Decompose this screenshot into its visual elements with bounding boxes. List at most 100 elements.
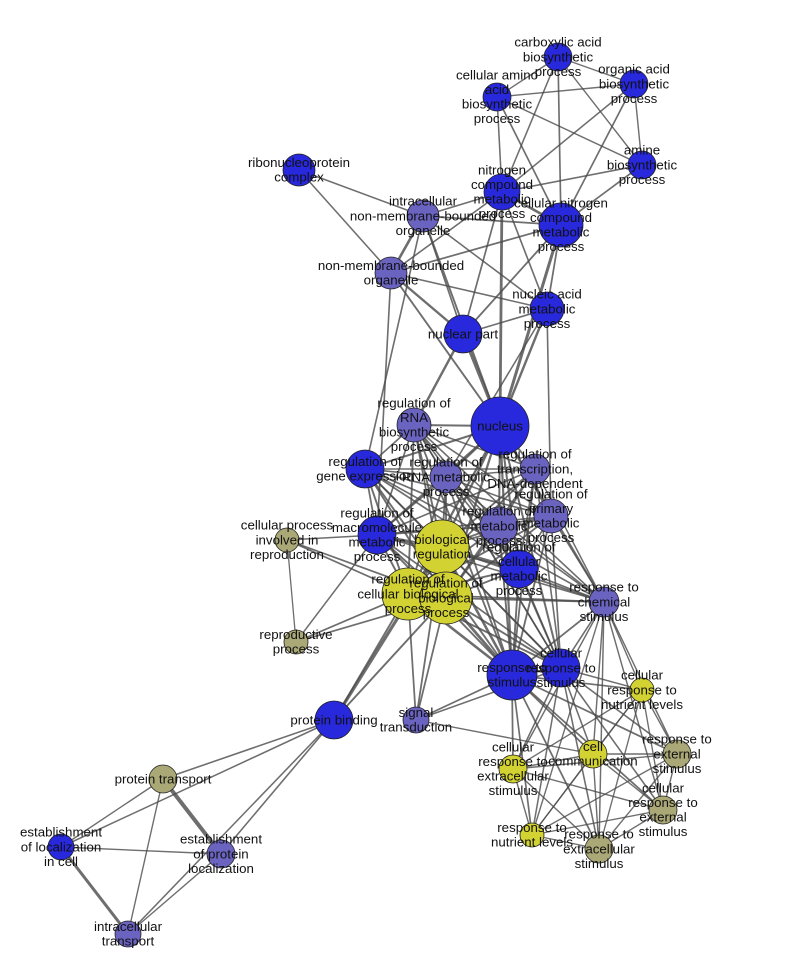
svg-text:cellular: cellular [498, 554, 541, 569]
svg-text:compound: compound [471, 177, 533, 192]
svg-text:response to: response to [564, 827, 633, 842]
svg-text:amine: amine [624, 143, 660, 158]
svg-text:nucleic acid: nucleic acid [512, 287, 581, 302]
svg-text:metabolic: metabolic [533, 225, 590, 240]
svg-text:transduction: transduction [380, 720, 452, 735]
svg-text:chemical: chemical [578, 594, 631, 609]
svg-text:biosynthetic: biosynthetic [523, 49, 594, 64]
svg-text:cellular process: cellular process [241, 518, 334, 533]
svg-text:macromolecule: macromolecule [332, 520, 422, 535]
svg-text:biosynthetic: biosynthetic [462, 97, 533, 112]
svg-text:process: process [619, 172, 666, 187]
svg-text:response to: response to [478, 754, 547, 769]
svg-text:establishment: establishment [180, 832, 262, 847]
svg-text:biosynthetic: biosynthetic [379, 425, 450, 440]
svg-text:localization: localization [188, 861, 254, 876]
svg-text:extracellular: extracellular [477, 769, 549, 784]
svg-text:stimulus: stimulus [575, 856, 624, 871]
svg-text:process: process [391, 439, 438, 454]
svg-text:response to: response to [569, 580, 638, 595]
svg-text:nucleus: nucleus [477, 418, 523, 433]
svg-text:stimulus: stimulus [489, 783, 538, 798]
svg-text:RNA metabolic: RNA metabolic [402, 469, 490, 484]
svg-text:nutrient levels: nutrient levels [601, 697, 683, 712]
svg-text:biological: biological [414, 532, 469, 547]
svg-text:process: process [423, 605, 470, 620]
svg-text:in cell: in cell [44, 854, 78, 869]
svg-text:nitrogen: nitrogen [478, 162, 526, 177]
svg-text:cellular nitrogen: cellular nitrogen [514, 195, 608, 210]
svg-text:stimulus: stimulus [639, 824, 688, 839]
svg-text:acid: acid [485, 82, 509, 97]
svg-text:biosynthetic: biosynthetic [599, 76, 670, 91]
svg-text:regulation of: regulation of [409, 576, 482, 591]
svg-text:process: process [423, 484, 470, 499]
svg-text:cellular: cellular [540, 646, 583, 661]
svg-text:nuclear part: nuclear part [428, 326, 499, 341]
svg-text:of protein: of protein [193, 846, 248, 861]
svg-text:organelle: organelle [364, 273, 419, 288]
svg-text:signal: signal [399, 705, 434, 720]
svg-text:metabolic: metabolic [471, 518, 528, 533]
svg-text:cellular amino: cellular amino [456, 67, 538, 82]
svg-text:cellular: cellular [492, 739, 535, 754]
svg-text:external: external [639, 810, 686, 825]
svg-text:stimulus: stimulus [653, 761, 702, 776]
svg-text:response to: response to [628, 795, 697, 810]
svg-text:organelle: organelle [396, 223, 451, 238]
svg-text:carboxylic acid: carboxylic acid [514, 35, 601, 50]
svg-text:nutrient levels: nutrient levels [491, 835, 573, 850]
svg-text:process: process [474, 111, 521, 126]
svg-text:cellular: cellular [621, 668, 664, 683]
svg-text:response to: response to [607, 682, 676, 697]
svg-text:stimulus: stimulus [580, 609, 629, 624]
svg-text:regulation of: regulation of [409, 455, 482, 470]
svg-text:regulation of: regulation of [498, 447, 571, 462]
svg-text:metabolic: metabolic [491, 569, 548, 584]
svg-text:extracellular: extracellular [563, 841, 635, 856]
svg-text:involved in: involved in [256, 532, 319, 547]
svg-text:intracellular: intracellular [94, 919, 163, 934]
svg-text:ribonucleoprotein: ribonucleoprotein [248, 155, 350, 170]
svg-text:regulation of: regulation of [482, 539, 555, 554]
svg-text:RNA: RNA [400, 410, 428, 425]
svg-text:protein binding: protein binding [290, 712, 377, 727]
svg-text:process: process [535, 64, 582, 79]
svg-text:regulation of: regulation of [514, 486, 587, 501]
svg-text:regulation of: regulation of [377, 395, 450, 410]
svg-text:cellular: cellular [642, 780, 685, 795]
svg-text:establishment: establishment [20, 825, 102, 840]
svg-text:biosynthetic: biosynthetic [607, 157, 678, 172]
svg-text:protein transport: protein transport [115, 771, 212, 786]
svg-text:intracellular: intracellular [389, 194, 458, 209]
svg-text:regulation of: regulation of [328, 454, 401, 469]
svg-text:regulation: regulation [413, 547, 471, 562]
svg-text:metabolic: metabolic [349, 535, 406, 550]
svg-text:complex: complex [274, 170, 324, 185]
svg-text:response to: response to [497, 820, 566, 835]
svg-text:compound: compound [530, 210, 592, 225]
svg-text:non-membrane-bounded: non-membrane-bounded [318, 258, 464, 273]
svg-text:of localization: of localization [21, 839, 102, 854]
svg-text:external: external [653, 746, 700, 761]
svg-text:non-membrane-bounded: non-membrane-bounded [350, 208, 496, 223]
svg-text:organic acid: organic acid [598, 62, 670, 77]
svg-text:stimulus: stimulus [488, 675, 537, 690]
svg-text:transport: transport [102, 934, 155, 949]
svg-text:process: process [354, 549, 401, 564]
svg-text:process: process [496, 583, 543, 598]
svg-text:metabolic: metabolic [519, 301, 576, 316]
svg-text:regulation of: regulation of [462, 504, 535, 519]
svg-text:communication: communication [548, 754, 637, 769]
svg-text:reproductive: reproductive [259, 627, 332, 642]
svg-text:process: process [524, 316, 571, 331]
svg-text:process: process [273, 642, 320, 657]
svg-text:gene expression: gene expression [316, 469, 414, 484]
svg-text:response to: response to [477, 660, 546, 675]
svg-text:transcription,: transcription, [497, 461, 573, 476]
svg-text:biological: biological [418, 590, 473, 605]
svg-text:process: process [538, 239, 585, 254]
svg-text:regulation of: regulation of [340, 505, 413, 520]
svg-text:cell: cell [583, 739, 603, 754]
svg-text:process: process [611, 91, 658, 106]
